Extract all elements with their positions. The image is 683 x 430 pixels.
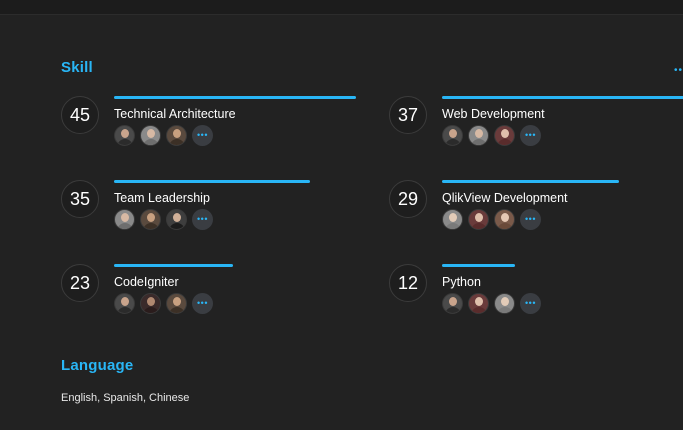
avatar-head — [147, 213, 155, 222]
avatar-head — [501, 213, 509, 222]
avatar-head — [501, 129, 509, 138]
avatar[interactable] — [494, 209, 515, 230]
skill-name[interactable]: Python — [442, 275, 481, 289]
skill-level-bar — [114, 180, 310, 183]
avatar-torso — [497, 139, 513, 145]
avatar-head — [501, 297, 509, 306]
avatar[interactable] — [468, 293, 489, 314]
avatar-torso — [117, 139, 133, 145]
avatar[interactable] — [494, 125, 515, 146]
skill-level-bar — [114, 264, 233, 267]
avatar-head — [147, 129, 155, 138]
avatar-head — [449, 213, 457, 222]
avatar-head — [475, 213, 483, 222]
skill-name[interactable]: CodeIgniter — [114, 275, 179, 289]
avatar[interactable] — [166, 125, 187, 146]
avatar-head — [147, 297, 155, 306]
skill-level-bar — [114, 96, 356, 99]
skill-count: 23 — [61, 264, 99, 302]
skill-card[interactable]: 45 Technical Architecture ••• — [61, 96, 356, 158]
more-horizontal-icon[interactable]: •• — [673, 65, 683, 76]
avatar-torso — [471, 223, 487, 229]
avatar[interactable] — [166, 293, 187, 314]
avatar-torso — [169, 139, 185, 145]
skill-card[interactable]: 35 Team Leadership ••• — [61, 180, 341, 242]
skill-people: ••• — [114, 293, 213, 314]
avatar-head — [475, 129, 483, 138]
skill-level-bar — [442, 96, 683, 99]
skill-count: 35 — [61, 180, 99, 218]
skill-count: 37 — [389, 96, 427, 134]
more-horizontal-icon[interactable]: ••• — [192, 209, 213, 230]
skill-people: ••• — [114, 209, 213, 230]
avatar[interactable] — [468, 125, 489, 146]
skill-name[interactable]: Team Leadership — [114, 191, 210, 205]
skill-card[interactable]: 23 CodeIgniter ••• — [61, 264, 341, 326]
skill-count: 29 — [389, 180, 427, 218]
avatar-head — [173, 129, 181, 138]
avatar-torso — [117, 223, 133, 229]
skill-people: ••• — [114, 125, 213, 146]
avatar[interactable] — [442, 209, 463, 230]
avatar[interactable] — [114, 209, 135, 230]
avatar-head — [121, 129, 129, 138]
skill-name[interactable]: Web Development — [442, 107, 545, 121]
avatar[interactable] — [442, 293, 463, 314]
skill-level-bar — [442, 180, 619, 183]
avatar-head — [173, 297, 181, 306]
avatar-torso — [497, 223, 513, 229]
skill-people: ••• — [442, 293, 541, 314]
avatar-torso — [471, 139, 487, 145]
skill-people: ••• — [442, 125, 541, 146]
avatar[interactable] — [114, 125, 135, 146]
avatar-torso — [445, 223, 461, 229]
skill-card[interactable]: 12 Python ••• — [389, 264, 669, 326]
skill-name[interactable]: Technical Architecture — [114, 107, 236, 121]
more-horizontal-icon[interactable]: ••• — [520, 209, 541, 230]
avatar-torso — [143, 139, 159, 145]
avatar-head — [475, 297, 483, 306]
avatar-torso — [169, 223, 185, 229]
skill-name[interactable]: QlikView Development — [442, 191, 568, 205]
avatar[interactable] — [140, 125, 161, 146]
skill-count: 12 — [389, 264, 427, 302]
avatar-torso — [471, 307, 487, 313]
avatar-head — [121, 213, 129, 222]
avatar-head — [121, 297, 129, 306]
avatar-head — [173, 213, 181, 222]
avatar-torso — [143, 223, 159, 229]
avatar[interactable] — [114, 293, 135, 314]
avatar-torso — [445, 307, 461, 313]
avatar[interactable] — [140, 293, 161, 314]
skill-people: ••• — [442, 209, 541, 230]
avatar-torso — [445, 139, 461, 145]
avatar[interactable] — [140, 209, 161, 230]
avatar-torso — [497, 307, 513, 313]
skill-level-bar — [442, 264, 515, 267]
skill-card[interactable]: 37 Web Development ••• — [389, 96, 683, 158]
avatar-torso — [169, 307, 185, 313]
more-horizontal-icon[interactable]: ••• — [192, 125, 213, 146]
avatar-head — [449, 297, 457, 306]
skill-section-title: Skill — [61, 59, 93, 76]
top-bar — [0, 0, 683, 15]
avatar-torso — [117, 307, 133, 313]
more-horizontal-icon[interactable]: ••• — [520, 293, 541, 314]
skill-card[interactable]: 29 QlikView Development ••• — [389, 180, 669, 242]
skill-count: 45 — [61, 96, 99, 134]
avatar[interactable] — [494, 293, 515, 314]
language-list: English, Spanish, Chinese — [61, 392, 190, 404]
avatar[interactable] — [468, 209, 489, 230]
more-horizontal-icon[interactable]: ••• — [192, 293, 213, 314]
avatar-head — [449, 129, 457, 138]
avatar[interactable] — [442, 125, 463, 146]
avatar[interactable] — [166, 209, 187, 230]
language-section-title: Language — [61, 357, 134, 374]
more-horizontal-icon[interactable]: ••• — [520, 125, 541, 146]
avatar-torso — [143, 307, 159, 313]
